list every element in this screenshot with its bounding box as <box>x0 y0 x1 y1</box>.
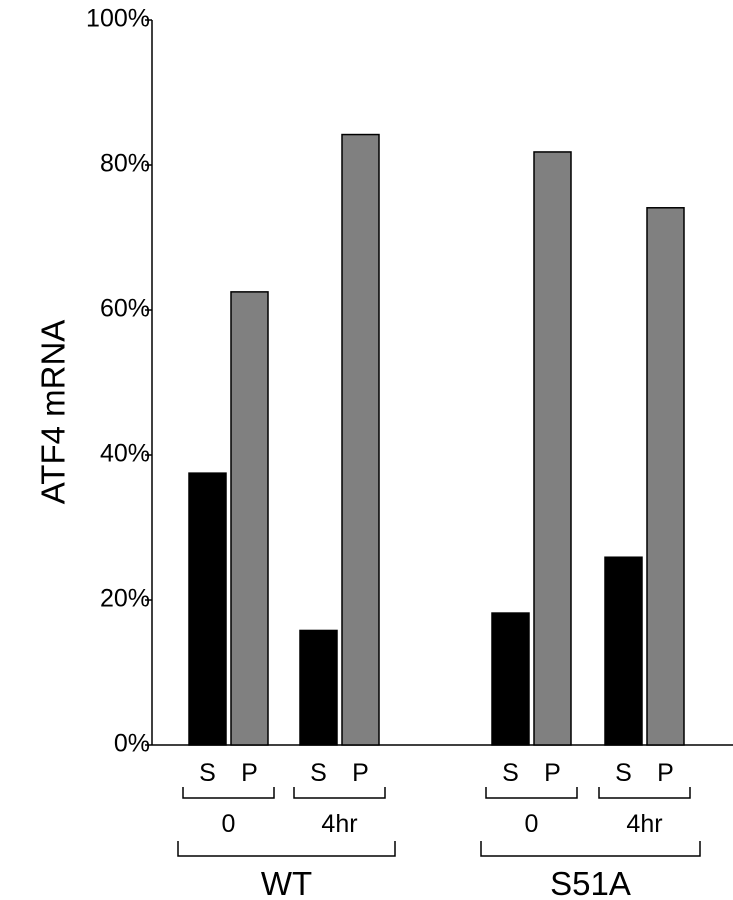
fraction-label: P <box>241 759 258 787</box>
y-tick-label: 100% <box>86 5 150 33</box>
timepoint-bracket <box>485 787 578 799</box>
timepoint-bracket <box>598 787 691 799</box>
timepoint-bracket <box>293 787 386 799</box>
fraction-label: P <box>657 759 674 787</box>
bar-s51a-0-p <box>533 151 572 746</box>
timepoint-label: 0 <box>525 810 539 838</box>
timepoint-bracket <box>182 787 275 799</box>
group-bracket <box>480 841 701 857</box>
group-label: WT <box>261 865 312 900</box>
bar-wt-4hr-s <box>299 629 338 746</box>
fraction-label: S <box>615 759 632 787</box>
timepoint-label: 4hr <box>321 810 357 838</box>
y-tick-label: 20% <box>100 585 150 613</box>
timepoint-label: 0 <box>222 810 236 838</box>
bar-wt-0-p <box>230 291 269 746</box>
bar-s51a-4hr-p <box>646 207 685 746</box>
bar-s51a-4hr-s <box>604 556 643 746</box>
fraction-label: S <box>502 759 519 787</box>
group-label: S51A <box>550 865 631 900</box>
y-tick-label: 40% <box>100 440 150 468</box>
fraction-label: P <box>544 759 561 787</box>
y-axis-label: ATF4 mRNA <box>35 320 72 505</box>
y-tick-label: 80% <box>100 150 150 178</box>
bar-s51a-0-s <box>491 612 530 746</box>
bar-wt-4hr-p <box>341 133 380 746</box>
timepoint-label: 4hr <box>626 810 662 838</box>
bar-wt-0-s <box>188 472 227 746</box>
fraction-label: P <box>352 759 369 787</box>
fraction-label: S <box>199 759 216 787</box>
fraction-label: S <box>310 759 327 787</box>
y-tick-label: 0% <box>114 730 150 758</box>
y-tick-label: 60% <box>100 295 150 323</box>
group-bracket <box>177 841 396 857</box>
